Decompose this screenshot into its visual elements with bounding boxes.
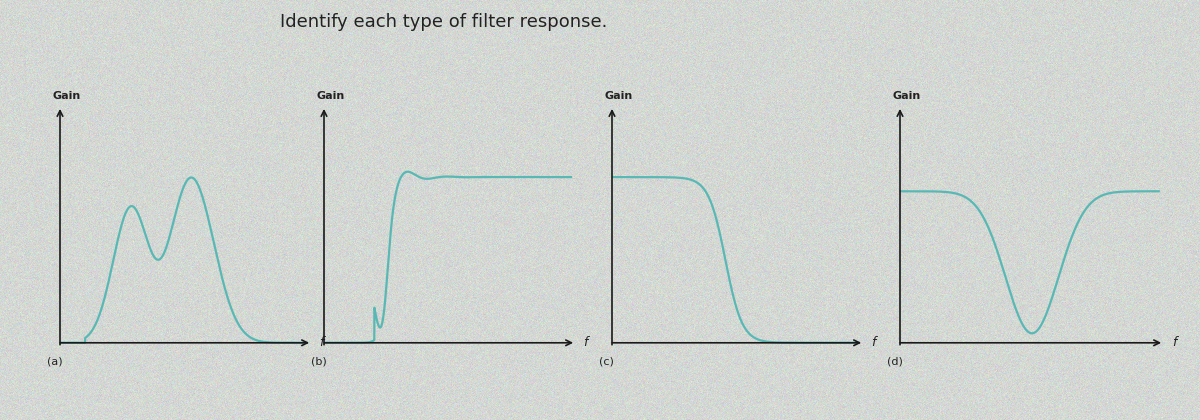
Text: f: f <box>319 336 324 349</box>
Text: f: f <box>583 336 588 349</box>
Text: Identify each type of filter response.: Identify each type of filter response. <box>281 13 607 31</box>
Text: Gain: Gain <box>605 91 632 101</box>
Text: f: f <box>1172 336 1176 349</box>
Text: Gain: Gain <box>53 91 80 101</box>
Text: Gain: Gain <box>317 91 344 101</box>
Text: f: f <box>871 336 876 349</box>
Text: (a): (a) <box>48 357 64 367</box>
Text: Gain: Gain <box>892 91 920 101</box>
Text: (c): (c) <box>600 357 614 367</box>
Text: (d): (d) <box>887 357 902 367</box>
Text: (b): (b) <box>312 357 328 367</box>
